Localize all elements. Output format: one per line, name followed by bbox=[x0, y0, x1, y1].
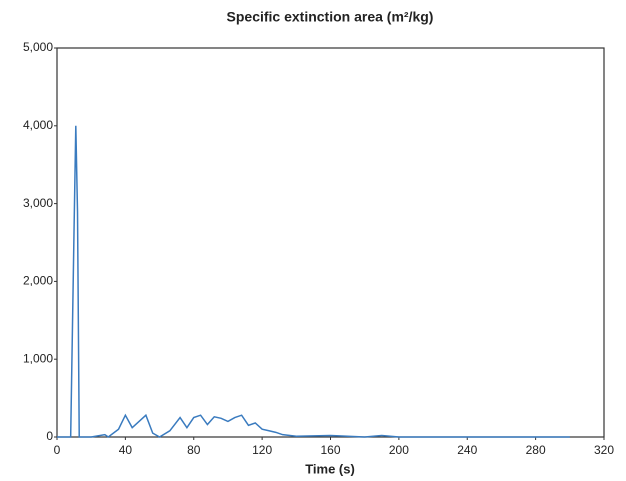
x-tick-label: 200 bbox=[389, 443, 409, 457]
y-tick-label: 0 bbox=[46, 429, 53, 443]
x-tick-label: 0 bbox=[54, 443, 61, 457]
x-tick-label: 120 bbox=[252, 443, 272, 457]
x-tick-label: 240 bbox=[457, 443, 477, 457]
y-tick-label: 2,000 bbox=[23, 274, 53, 288]
x-tick-label: 160 bbox=[320, 443, 340, 457]
x-tick-label: 40 bbox=[119, 443, 133, 457]
y-tick-label: 5,000 bbox=[23, 40, 53, 54]
chart-title: Specific extinction area (m²/kg) bbox=[227, 9, 434, 25]
plot-frame bbox=[56, 47, 605, 438]
x-tick-label: 280 bbox=[526, 443, 546, 457]
y-tick-label: 3,000 bbox=[23, 196, 53, 210]
x-tick-label: 320 bbox=[594, 443, 614, 457]
y-tick-label: 4,000 bbox=[23, 118, 53, 132]
data-line bbox=[57, 125, 570, 438]
x-axis-title: Time (s) bbox=[305, 461, 355, 476]
y-tick-label: 1,000 bbox=[23, 351, 53, 365]
x-tick-label: 80 bbox=[187, 443, 201, 457]
